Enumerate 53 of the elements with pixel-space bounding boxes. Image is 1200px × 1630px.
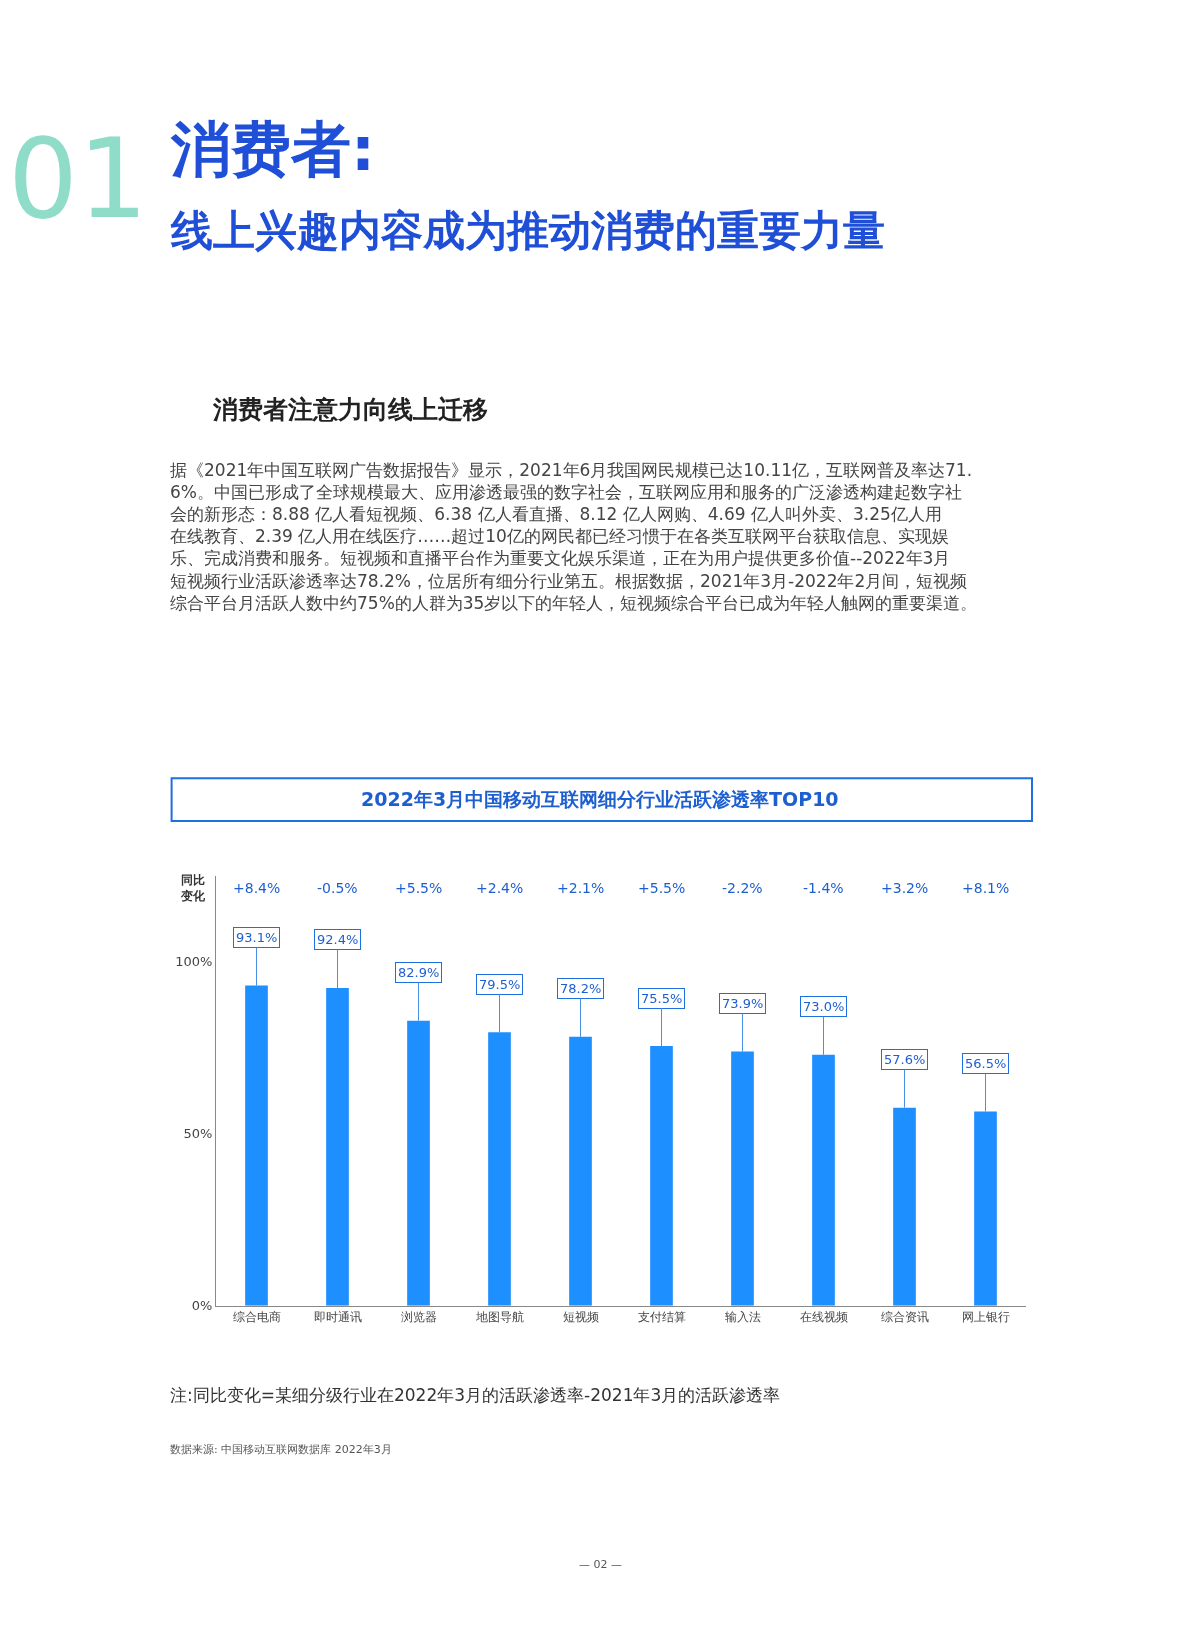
x-tick-label: 地图导航: [474, 1310, 524, 1325]
text: 注:同比变化=某细分级行业在2022年3月的活跃渗透率-2021年3月的活跃渗透率: [170, 1385, 781, 1405]
bar: [326, 987, 349, 1306]
y-tick-label: 0%: [191, 1298, 213, 1314]
data-label: 79.5%: [479, 977, 521, 992]
text: — 02 —: [579, 1558, 622, 1571]
bar: [974, 1111, 997, 1306]
data-label: 75.5%: [641, 991, 683, 1006]
data-label: 73.9%: [722, 996, 764, 1011]
annotation: +2.1%: [557, 880, 605, 896]
bar: [488, 1032, 511, 1306]
source-note: 数据来源: 中国移动互联网数据库 2022年3月: [170, 1443, 392, 1456]
y-tick-label: 100%: [175, 954, 213, 970]
annotation: +8.4%: [233, 880, 281, 896]
x-tick-label: 浏览器: [400, 1310, 437, 1325]
data-label: 93.1%: [236, 930, 278, 945]
text: 01: [8, 115, 148, 243]
annotation: +3.2%: [881, 880, 929, 896]
y-tick-label: 50%: [183, 1126, 213, 1142]
text: 同比变化: [180, 873, 206, 903]
annotation: +5.5%: [638, 880, 686, 896]
x-tick-label: 综合资讯: [880, 1310, 929, 1325]
bar: [650, 1046, 673, 1306]
data-label: 57.6%: [884, 1052, 926, 1067]
bar: [893, 1107, 916, 1306]
text: 据《2021年中国互联网广告数据报告》显示，2021年6月我国网民规模已达10.11亿，互联网普及率达71.6%。中国已形成了全球规模最大、应用渗透最强的数字社会，互联网应用和服务的广泛渗透构建起数字社会的新形态：8.88 亿人看短视频、6.38 亿人看直播、8.12 亿人网购、4.69 亿人叫外卖、3.25亿人用在线教育、2.39 亿人用在线医疗……超过10亿的网民都已经习惯于在各类互联网平台获取信息、实现娱乐、完成消费和服务。短视频和直播平台作为重要文化娱乐渠道，正在为用户提供更多价值--2022年3月短视频行业活跃渗透率达78.2%，位居所有细分行业第五。根据数据，2021年3月-2022年2月间，短视频综合平台月活跃人数中约75%的人群为35岁以下的年轻人，短视频综合平台已成为年轻人触网的重要渠道。: [170, 460, 978, 613]
text: 消费者:: [170, 114, 375, 184]
x-tick-label: 支付结算: [637, 1310, 686, 1325]
x-tick-label: 输入法: [724, 1310, 761, 1325]
x-tick-label: 短视频: [562, 1310, 599, 1325]
annotation: +8.1%: [962, 880, 1010, 896]
annotation: -1.4%: [803, 880, 844, 896]
annotation: +5.5%: [395, 880, 443, 896]
x-tick-label: 综合电商: [232, 1310, 281, 1325]
data-label: 82.9%: [398, 965, 440, 980]
text: 消费者注意力向线上迁移: [212, 395, 488, 424]
data-label: 78.2%: [560, 981, 602, 996]
data-label: 92.4%: [317, 932, 359, 947]
x-tick-label: 即时通讯: [313, 1310, 362, 1325]
bar: [407, 1020, 430, 1306]
annotation: -2.2%: [722, 880, 763, 896]
data-label: 56.5%: [965, 1056, 1007, 1071]
annotation: -0.5%: [317, 880, 358, 896]
x-tick-label: 网上银行: [961, 1310, 1010, 1325]
data-label: 73.0%: [803, 999, 845, 1014]
annotation: +2.4%: [476, 880, 524, 896]
bar: [812, 1054, 835, 1306]
chart-title: 2022年3月中国移动互联网细分行业活跃渗透率TOP10: [361, 788, 839, 810]
bar: [731, 1051, 754, 1306]
bar: [569, 1036, 592, 1306]
bar: [245, 985, 268, 1306]
x-tick-label: 在线视频: [799, 1310, 848, 1325]
text: 线上兴趣内容成为推动消费的重要力量: [170, 206, 885, 255]
